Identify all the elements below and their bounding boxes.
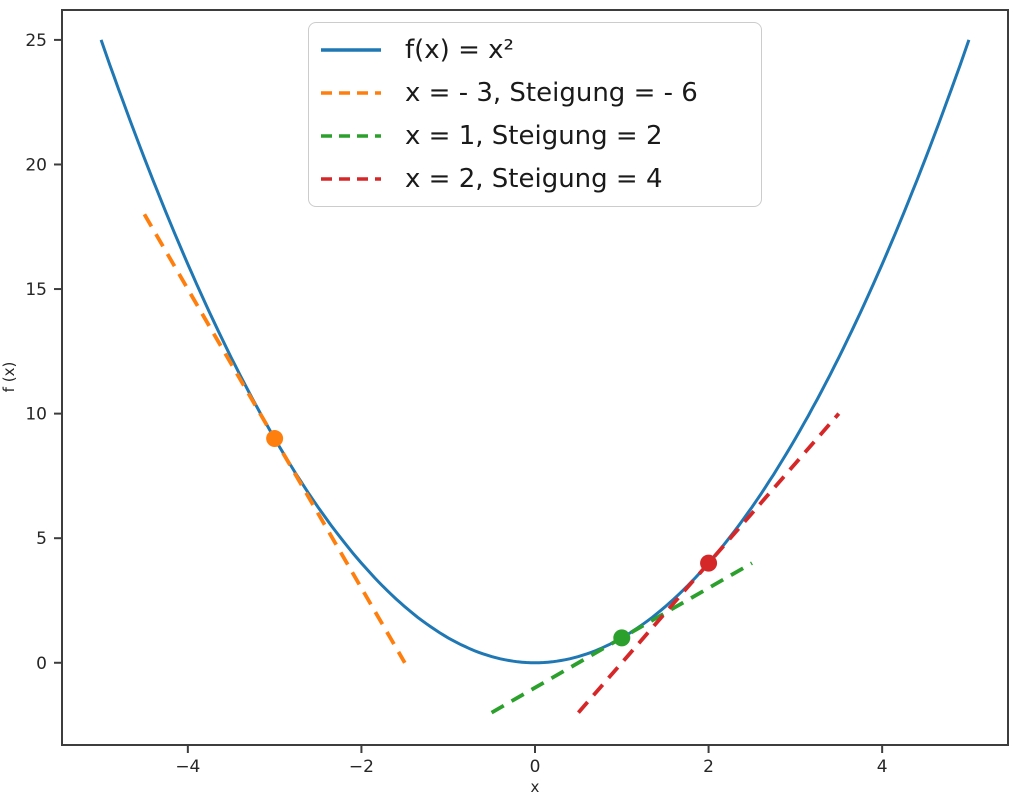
- x-tick-label: −2: [349, 757, 374, 777]
- legend-line-sample-parabola: [321, 48, 381, 53]
- y-tick-label: 25: [25, 31, 47, 51]
- legend-label: x = 1, Steigung = 2: [405, 120, 663, 151]
- x-tick-label: 0: [530, 757, 541, 777]
- legend-item: x = 2, Steigung = 4: [319, 157, 753, 200]
- legend-line-sample-tangent-1: [321, 134, 381, 138]
- x-tick-label: 2: [703, 757, 714, 777]
- tangent-point-marker: [266, 430, 284, 448]
- x-tick-label: −4: [175, 757, 200, 777]
- legend-line-sample-tangent-minus-3: [321, 91, 381, 95]
- tangent-point-marker: [700, 554, 718, 572]
- y-tick-label: 5: [36, 529, 47, 549]
- legend-item: x = 1, Steigung = 2: [319, 115, 753, 158]
- legend-item: f(x) = x²: [319, 29, 753, 72]
- legend-label: x = - 3, Steigung = - 6: [405, 78, 698, 109]
- y-tick-label: 0: [36, 654, 47, 674]
- legend-line-sample-tangent-2: [321, 176, 381, 181]
- y-tick-label: 10: [25, 405, 47, 425]
- legend-label: f(x) = x²: [405, 35, 514, 66]
- legend-item: x = - 3, Steigung = - 6: [319, 72, 753, 115]
- y-tick-label: 20: [25, 155, 47, 175]
- tangent-point-marker: [613, 629, 631, 647]
- y-axis-label: f (x): [0, 361, 18, 393]
- legend: f(x) = x² x = - 3, Steigung = - 6 x = 1,…: [308, 22, 762, 207]
- x-tick-label: 4: [877, 757, 888, 777]
- parabola-curve: [99, 39, 971, 665]
- legend-label: x = 2, Steigung = 4: [405, 163, 663, 194]
- tangent-line-tangent-at-x-2: [576, 412, 841, 714]
- x-axis-label: x: [530, 778, 540, 796]
- y-tick-label: 15: [25, 280, 47, 300]
